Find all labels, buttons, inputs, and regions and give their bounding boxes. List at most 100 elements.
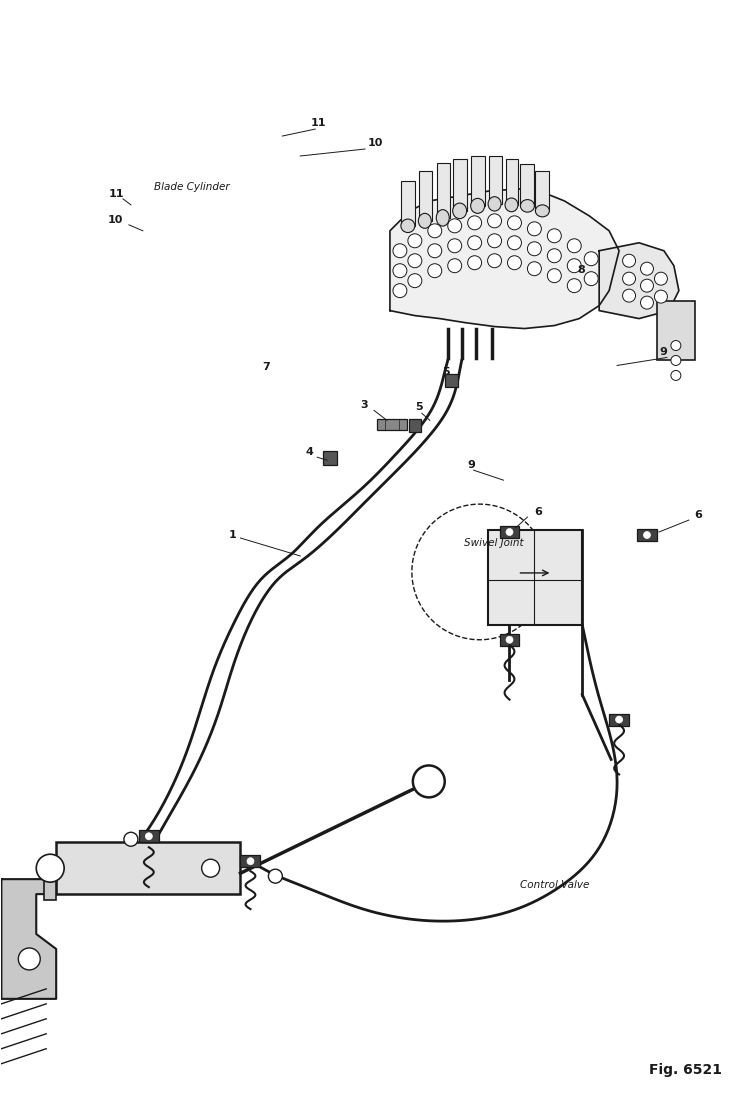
Ellipse shape xyxy=(536,205,549,217)
Circle shape xyxy=(448,259,461,273)
Circle shape xyxy=(506,636,513,643)
Bar xyxy=(536,171,549,211)
Bar xyxy=(488,530,582,625)
Circle shape xyxy=(408,253,422,268)
Bar xyxy=(240,856,261,868)
Ellipse shape xyxy=(488,196,501,211)
Circle shape xyxy=(408,234,422,248)
Bar xyxy=(609,713,629,725)
Text: 10: 10 xyxy=(108,215,124,225)
Circle shape xyxy=(448,239,461,252)
Ellipse shape xyxy=(452,203,467,218)
Polygon shape xyxy=(599,242,679,318)
Circle shape xyxy=(393,284,407,297)
Circle shape xyxy=(467,256,482,270)
Circle shape xyxy=(622,255,636,268)
Ellipse shape xyxy=(521,200,534,212)
Text: Blade Cylinder: Blade Cylinder xyxy=(154,182,230,192)
Bar xyxy=(452,159,467,211)
Circle shape xyxy=(640,279,653,292)
Bar xyxy=(377,419,407,430)
Bar xyxy=(521,163,534,206)
Circle shape xyxy=(671,340,681,351)
Bar xyxy=(437,163,449,218)
Circle shape xyxy=(616,716,622,723)
Circle shape xyxy=(527,262,542,275)
Circle shape xyxy=(655,272,667,285)
Circle shape xyxy=(527,241,542,256)
Circle shape xyxy=(488,214,502,228)
Circle shape xyxy=(640,262,653,275)
Bar xyxy=(637,529,657,541)
Circle shape xyxy=(428,244,442,258)
Bar xyxy=(657,301,695,361)
Circle shape xyxy=(567,279,581,293)
Circle shape xyxy=(643,532,650,539)
Bar xyxy=(323,451,337,465)
Ellipse shape xyxy=(436,210,449,226)
Circle shape xyxy=(393,244,407,258)
Text: 9: 9 xyxy=(659,348,667,358)
Circle shape xyxy=(567,259,581,273)
Text: 9: 9 xyxy=(467,461,476,471)
Circle shape xyxy=(622,272,636,285)
Circle shape xyxy=(640,296,653,309)
Circle shape xyxy=(428,263,442,278)
Bar xyxy=(500,634,520,646)
Circle shape xyxy=(488,234,502,248)
Circle shape xyxy=(584,251,598,265)
Text: 10: 10 xyxy=(368,138,383,148)
Text: 5: 5 xyxy=(442,367,449,377)
Text: Control Valve: Control Valve xyxy=(520,880,589,890)
Circle shape xyxy=(124,833,138,846)
Text: 3: 3 xyxy=(360,400,368,410)
Circle shape xyxy=(18,948,40,970)
Circle shape xyxy=(508,236,521,250)
Circle shape xyxy=(247,858,254,864)
Circle shape xyxy=(145,833,152,840)
Ellipse shape xyxy=(505,197,518,212)
Text: 1: 1 xyxy=(228,530,236,540)
Polygon shape xyxy=(390,189,619,329)
Text: 4: 4 xyxy=(306,448,313,457)
Text: 8: 8 xyxy=(577,264,585,274)
Text: Fig. 6521: Fig. 6521 xyxy=(649,1063,722,1076)
Bar xyxy=(488,156,502,204)
Circle shape xyxy=(671,371,681,381)
Circle shape xyxy=(506,529,513,535)
Bar xyxy=(500,527,520,538)
Ellipse shape xyxy=(419,213,431,228)
Text: 6: 6 xyxy=(694,510,702,520)
Circle shape xyxy=(548,269,561,283)
Bar xyxy=(139,830,159,842)
Circle shape xyxy=(268,869,282,883)
Circle shape xyxy=(622,290,636,302)
Bar xyxy=(44,860,56,901)
Circle shape xyxy=(655,290,667,303)
Bar xyxy=(419,171,431,220)
Text: Swivel Joint: Swivel Joint xyxy=(464,539,524,548)
Polygon shape xyxy=(1,879,56,999)
Circle shape xyxy=(548,229,561,242)
Circle shape xyxy=(508,256,521,270)
Circle shape xyxy=(584,272,598,285)
Circle shape xyxy=(467,236,482,250)
Circle shape xyxy=(527,222,542,236)
Circle shape xyxy=(508,216,521,229)
Text: 7: 7 xyxy=(262,362,270,373)
Bar xyxy=(56,842,240,894)
Bar xyxy=(408,419,421,431)
Circle shape xyxy=(36,855,64,882)
Ellipse shape xyxy=(470,199,485,213)
Text: 11: 11 xyxy=(310,118,326,128)
Circle shape xyxy=(488,253,502,268)
Circle shape xyxy=(201,859,219,878)
Bar xyxy=(401,181,415,226)
Circle shape xyxy=(408,273,422,287)
Circle shape xyxy=(393,263,407,278)
Circle shape xyxy=(413,766,445,798)
Text: 6: 6 xyxy=(534,507,542,517)
Text: 5: 5 xyxy=(415,403,422,412)
Bar xyxy=(446,374,458,387)
Circle shape xyxy=(428,224,442,238)
